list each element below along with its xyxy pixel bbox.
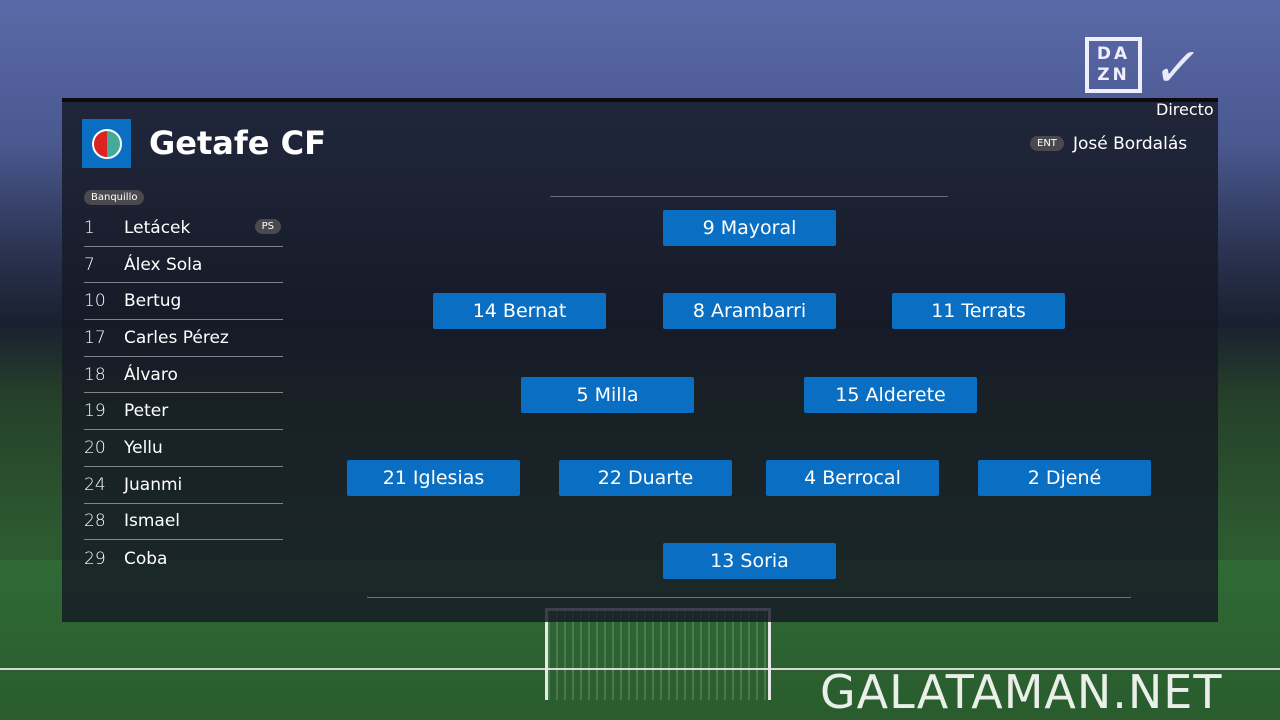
live-status: Directo bbox=[1156, 100, 1214, 119]
team-crest-icon bbox=[82, 119, 131, 168]
player-name: Ismael bbox=[124, 511, 181, 532]
player-name: Juanmi bbox=[124, 474, 183, 495]
list-item: 19 Peter bbox=[84, 393, 283, 431]
player-name: Peter bbox=[124, 401, 169, 422]
player-number: 24 bbox=[84, 474, 106, 495]
player-chip: 9 Mayoral bbox=[663, 210, 836, 246]
player-chip: 13 Soria bbox=[663, 543, 836, 579]
player-name: Letácek bbox=[124, 217, 191, 238]
list-item: 10 Bertug bbox=[84, 283, 283, 321]
player-number: 20 bbox=[84, 437, 106, 458]
player-chip: 4 Berrocal bbox=[766, 460, 939, 496]
player-name: Álvaro bbox=[124, 364, 178, 385]
list-item: 20 Yellu bbox=[84, 430, 283, 467]
bench-label: Banquillo bbox=[84, 190, 145, 205]
player-chip: 15 Alderete bbox=[804, 377, 977, 413]
list-item: 17 Carles Pérez bbox=[84, 320, 283, 357]
player-name: Coba bbox=[124, 548, 168, 569]
list-item: 1 Letácek PS bbox=[84, 210, 283, 247]
list-item: 29 Coba bbox=[84, 540, 283, 577]
player-name: Yellu bbox=[124, 437, 163, 458]
player-tag: PS bbox=[254, 219, 281, 234]
watermark: GALATAMAN.NET bbox=[820, 665, 1223, 719]
list-item: 7 Álex Sola bbox=[84, 247, 283, 284]
player-name: Bertug bbox=[124, 291, 182, 312]
player-number: 18 bbox=[84, 364, 106, 385]
player-chip: 2 Djené bbox=[978, 460, 1151, 496]
list-item: 18 Álvaro bbox=[84, 357, 283, 394]
laliga-logo: ✓ bbox=[1149, 36, 1206, 99]
player-chip: 5 Milla bbox=[521, 377, 694, 413]
list-item: 24 Juanmi bbox=[84, 467, 283, 504]
list-item: 28 Ismael bbox=[84, 504, 283, 541]
player-chip: 21 Iglesias bbox=[347, 460, 520, 496]
player-number: 17 bbox=[84, 327, 106, 348]
player-number: 28 bbox=[84, 511, 106, 532]
player-number: 1 bbox=[84, 217, 95, 238]
player-chip: 22 Duarte bbox=[559, 460, 732, 496]
lineup-panel bbox=[62, 98, 1218, 622]
dazn-logo: DA ZN bbox=[1085, 37, 1142, 93]
player-chip: 14 Bernat bbox=[433, 293, 606, 329]
goal bbox=[545, 608, 771, 700]
player-name: Carles Pérez bbox=[124, 327, 229, 348]
bench-list: 1 Letácek PS 7 Álex Sola 10 Bertug 17 Carles … bbox=[84, 210, 283, 577]
player-chip: 11 Terrats bbox=[892, 293, 1065, 329]
player-number: 29 bbox=[84, 548, 106, 569]
team-name: Getafe CF bbox=[149, 124, 326, 162]
player-number: 19 bbox=[84, 401, 106, 422]
player-number: 7 bbox=[84, 254, 95, 275]
coach-name: José Bordalás bbox=[1073, 134, 1188, 154]
coach-tag: ENT bbox=[1030, 136, 1064, 151]
player-number: 10 bbox=[84, 291, 106, 312]
player-chip: 8 Arambarri bbox=[663, 293, 836, 329]
player-name: Álex Sola bbox=[124, 254, 203, 275]
pitch-line bbox=[0, 668, 1280, 670]
